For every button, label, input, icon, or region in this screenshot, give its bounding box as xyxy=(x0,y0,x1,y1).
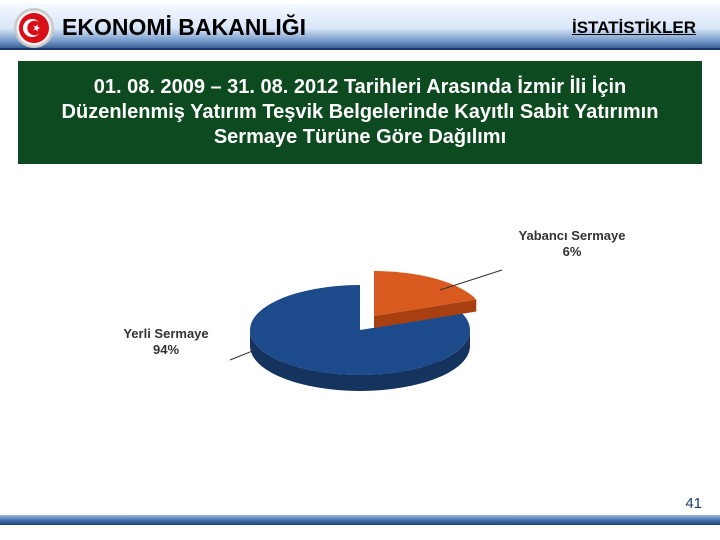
section-title: İSTATİSTİKLER xyxy=(572,18,696,38)
pie-label-domestic: Yerli Sermaye 94% xyxy=(106,326,226,359)
leader-line-foreign xyxy=(440,270,502,290)
pie-label-pct: 94% xyxy=(153,342,179,357)
leader-line-domestic xyxy=(230,350,255,360)
page-number: 41 xyxy=(685,495,702,512)
ministry-title: EKONOMİ BAKANLIĞI xyxy=(62,14,306,41)
footer-bar xyxy=(0,515,720,525)
pie-label-foreign: Yabancı Sermaye 6% xyxy=(502,228,642,261)
pie-svg xyxy=(240,260,480,400)
pie-label-name: Yabancı Sermaye xyxy=(519,228,626,243)
pie-label-name: Yerli Sermaye xyxy=(123,326,208,341)
header-bar: EKONOMİ BAKANLIĞI İSTATİSTİKLER xyxy=(0,4,720,50)
pie-chart: Yerli Sermaye 94% Yabancı Sermaye 6% xyxy=(120,240,600,440)
turkey-emblem-icon xyxy=(14,8,54,48)
slide-title-banner: 01. 08. 2009 – 31. 08. 2012 Tarihleri Ar… xyxy=(18,61,702,164)
pie-label-pct: 6% xyxy=(563,244,582,259)
